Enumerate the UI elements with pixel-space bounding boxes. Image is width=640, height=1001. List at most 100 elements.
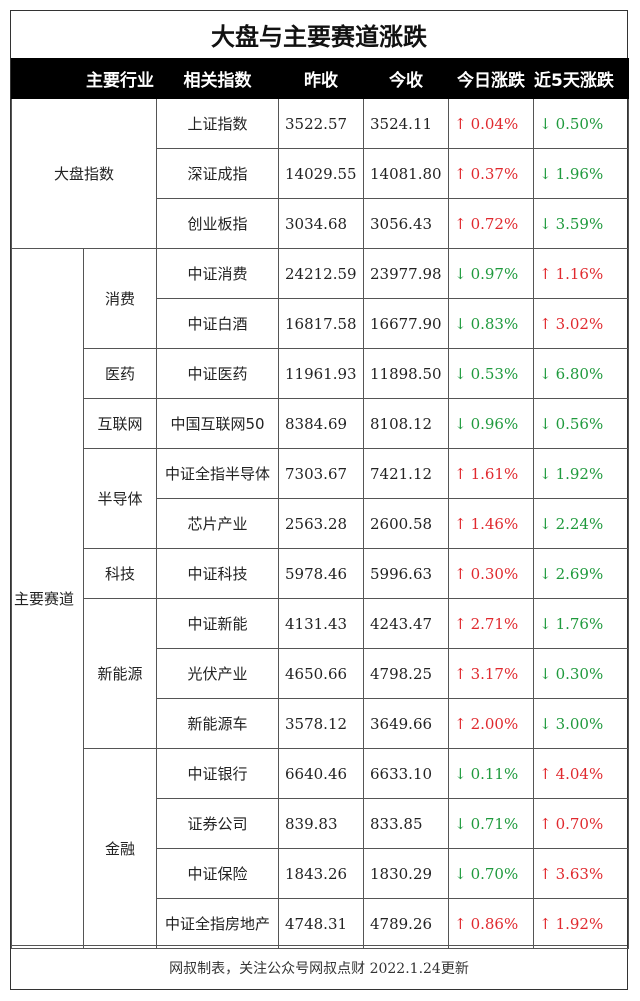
- today-change-cell: ↑ 2.71%: [448, 598, 534, 649]
- close-value: 3524.11: [363, 98, 449, 149]
- arrow-down-icon: ↓: [454, 264, 467, 283]
- page-title: 大盘与主要赛道涨跌: [211, 23, 427, 51]
- close-value: 3649.66: [363, 698, 449, 749]
- close-value: 3056.43: [363, 198, 449, 249]
- header-prev-close: 昨收: [278, 58, 364, 99]
- five-day-change-value: 4.04%: [555, 764, 604, 783]
- table-row: 光伏产业 4650.66 4798.25 ↑ 3.17% ↓ 0.30%: [12, 648, 629, 699]
- today-change-value: 0.53%: [470, 364, 519, 383]
- today-change-cell: ↑ 0.37%: [448, 148, 534, 199]
- table-row: 新能源 中证新能 4131.43 4243.47 ↑ 2.71% ↓ 1.76%: [12, 598, 629, 749]
- arrow-up-icon: ↑: [454, 914, 467, 933]
- today-change-cell: ↑ 0.72%: [448, 198, 534, 249]
- five-day-change-cell: ↑ 3.63%: [533, 848, 629, 899]
- prev-close-value: 7303.67: [278, 448, 364, 499]
- today-change-value: 0.83%: [470, 314, 519, 333]
- today-change-value: 0.96%: [470, 414, 519, 433]
- index-name: 中国互联网50: [156, 398, 279, 449]
- five-day-change-value: 0.56%: [555, 414, 604, 433]
- five-day-change-cell: ↑ 1.16%: [533, 248, 629, 299]
- table-row: 芯片产业 2563.28 2600.58 ↑ 1.46% ↓ 2.24%: [12, 498, 629, 549]
- index-name: 中证新能: [156, 598, 279, 649]
- today-change-value: 2.00%: [470, 714, 519, 733]
- arrow-down-icon: ↓: [454, 414, 467, 433]
- table-row: 新能源车 3578.12 3649.66 ↑ 2.00% ↓ 3.00%: [12, 698, 629, 749]
- close-value: 2600.58: [363, 498, 449, 549]
- industry-xiaofei: 消费: [83, 248, 157, 349]
- prev-close-value: 3034.68: [278, 198, 364, 249]
- index-name: 芯片产业: [156, 498, 279, 549]
- close-value: 11898.50: [363, 348, 449, 399]
- prev-close-value: 11961.93: [278, 348, 364, 399]
- today-change-cell: ↑ 1.61%: [448, 448, 534, 499]
- today-change-value: 1.61%: [470, 464, 519, 483]
- prev-close-value: 6640.46: [278, 748, 364, 799]
- prev-close-value: 5978.46: [278, 548, 364, 599]
- table-row: 中证全指房地产 4748.31 4789.26 ↑ 0.86% ↑ 1.92%: [12, 898, 629, 949]
- close-value: 16677.90: [363, 298, 449, 349]
- industry-bandaoti: 半导体: [83, 448, 157, 549]
- index-name: 中证全指半导体: [156, 448, 279, 499]
- arrow-up-icon: ↑: [539, 864, 552, 883]
- today-change-value: 0.04%: [470, 114, 519, 133]
- today-change-cell: ↓ 0.70%: [448, 848, 534, 899]
- arrow-down-icon: ↓: [539, 214, 552, 233]
- industry-jinrong: 金融: [83, 748, 157, 949]
- today-change-value: 0.37%: [470, 164, 519, 183]
- arrow-up-icon: ↑: [454, 114, 467, 133]
- today-change-cell: ↓ 0.83%: [448, 298, 534, 349]
- five-day-change-value: 1.96%: [555, 164, 604, 183]
- arrow-down-icon: ↓: [539, 364, 552, 383]
- five-day-change-value: 6.80%: [555, 364, 604, 383]
- header-five-day-change: 近5天涨跌: [533, 58, 629, 99]
- table-row: 中证白酒 16817.58 16677.90 ↓ 0.83% ↑ 3.02%: [12, 298, 629, 349]
- index-name: 证券公司: [156, 798, 279, 849]
- arrow-down-icon: ↓: [539, 514, 552, 533]
- index-name: 中证医药: [156, 348, 279, 399]
- header-close: 今收: [363, 58, 449, 99]
- today-change-value: 0.86%: [470, 914, 519, 933]
- arrow-up-icon: ↑: [539, 264, 552, 283]
- table-row: 创业板指 3034.68 3056.43 ↑ 0.72% ↓ 3.59%: [12, 198, 629, 249]
- five-day-change-value: 0.70%: [555, 814, 604, 833]
- table-row: 半导体 中证全指半导体 7303.67 7421.12 ↑ 1.61% ↓ 1.92%: [12, 448, 629, 549]
- today-change-value: 0.97%: [470, 264, 519, 283]
- arrow-up-icon: ↑: [454, 564, 467, 583]
- arrow-down-icon: ↓: [539, 564, 552, 583]
- five-day-change-cell: ↑ 1.92%: [533, 898, 629, 949]
- today-change-value: 2.71%: [470, 614, 519, 633]
- prev-close-value: 1843.26: [278, 848, 364, 899]
- group-zhuyao: 主要赛道: [11, 248, 84, 949]
- arrow-up-icon: ↑: [454, 614, 467, 633]
- table-row: 医药 中证医药 11961.93 11898.50 ↓ 0.53% ↓ 6.80%: [12, 348, 629, 399]
- close-value: 5996.63: [363, 548, 449, 599]
- industry-yiyao: 医药: [83, 348, 157, 399]
- arrow-down-icon: ↓: [539, 714, 552, 733]
- five-day-change-value: 3.59%: [555, 214, 604, 233]
- prev-close-value: 839.83: [278, 798, 364, 849]
- five-day-change-cell: ↓ 3.59%: [533, 198, 629, 249]
- prev-close-value: 16817.58: [278, 298, 364, 349]
- today-change-cell: ↓ 0.71%: [448, 798, 534, 849]
- prev-close-value: 4650.66: [278, 648, 364, 699]
- prev-close-value: 3578.12: [278, 698, 364, 749]
- table-frame: 大盘与主要赛道涨跌 主要行业 相关指数 昨收 今收 今日涨跌 近5天涨跌 大盘指…: [10, 10, 629, 990]
- arrow-down-icon: ↓: [454, 314, 467, 333]
- today-change-cell: ↓ 0.96%: [448, 398, 534, 449]
- arrow-down-icon: ↓: [539, 614, 552, 633]
- today-change-cell: ↓ 0.53%: [448, 348, 534, 399]
- five-day-change-value: 0.30%: [555, 664, 604, 683]
- index-name: 光伏产业: [156, 648, 279, 699]
- index-name: 上证指数: [156, 98, 279, 149]
- arrow-down-icon: ↓: [454, 864, 467, 883]
- five-day-change-value: 2.24%: [555, 514, 604, 533]
- group-dapan: 大盘指数: [11, 98, 157, 249]
- five-day-change-value: 1.92%: [555, 464, 604, 483]
- prev-close-value: 3522.57: [278, 98, 364, 149]
- today-change-value: 0.30%: [470, 564, 519, 583]
- table-row: 中证保险 1843.26 1830.29 ↓ 0.70% ↑ 3.63%: [12, 848, 629, 899]
- close-value: 7421.12: [363, 448, 449, 499]
- today-change-cell: ↓ 0.11%: [448, 748, 534, 799]
- five-day-change-cell: ↓ 6.80%: [533, 348, 629, 399]
- prev-close-value: 24212.59: [278, 248, 364, 299]
